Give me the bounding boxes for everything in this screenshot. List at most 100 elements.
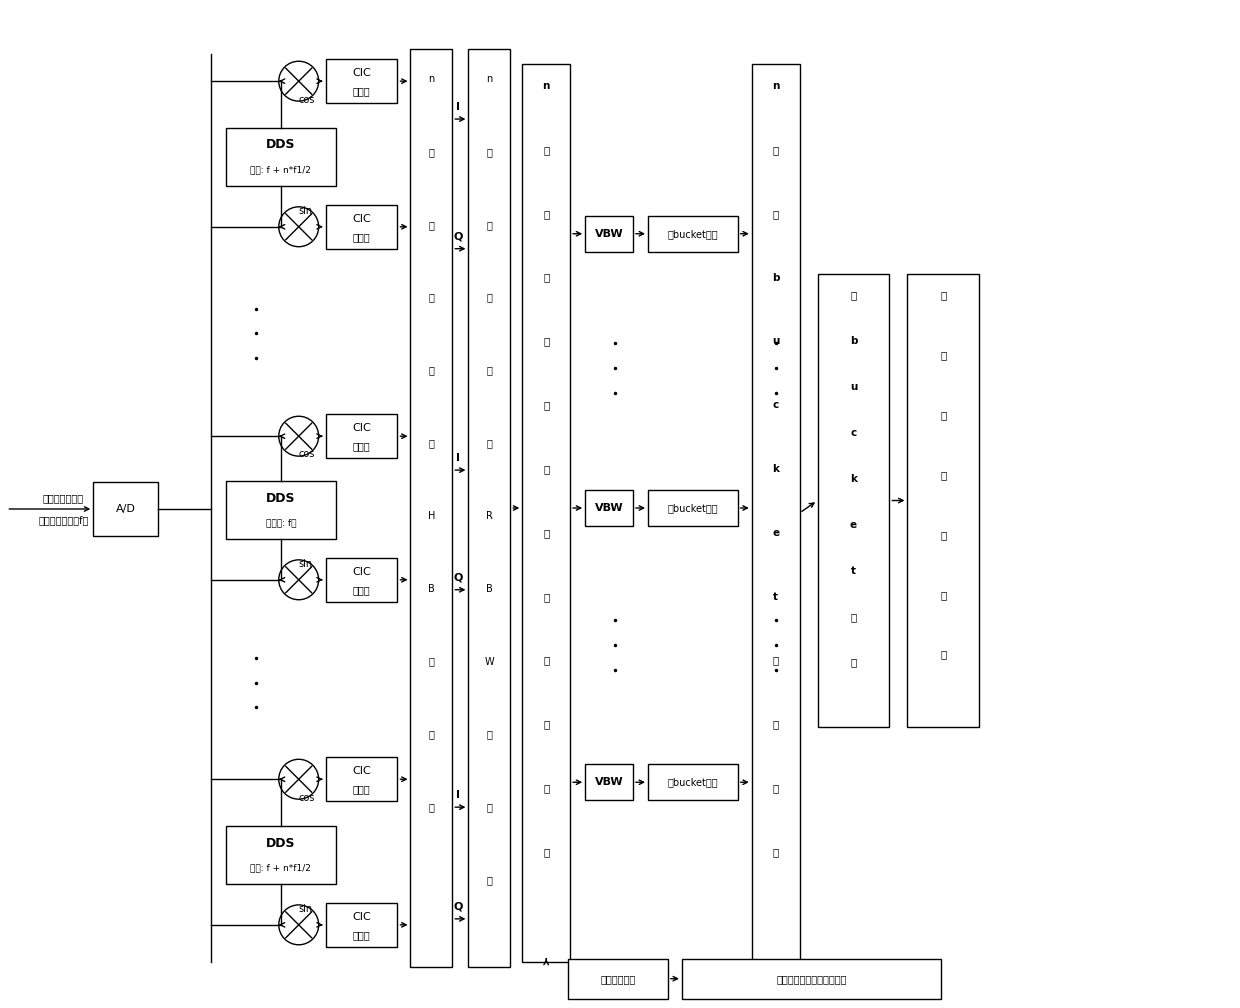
Text: b: b <box>849 337 857 347</box>
Text: CIC: CIC <box>352 423 371 433</box>
Text: 检: 检 <box>851 612 857 622</box>
Bar <box>585 490 632 526</box>
Text: e: e <box>849 520 857 530</box>
Text: sin: sin <box>299 559 312 570</box>
Bar <box>410 49 453 967</box>
Text: t: t <box>774 592 779 602</box>
Text: c: c <box>851 428 857 438</box>
Text: cos: cos <box>299 95 315 105</box>
Text: VBW: VBW <box>595 777 624 787</box>
Text: e: e <box>773 528 779 538</box>
Text: 小bucket收数: 小bucket收数 <box>667 777 718 787</box>
Text: 相: 相 <box>543 720 549 730</box>
Text: 复: 复 <box>486 365 492 375</box>
Bar <box>326 757 398 801</box>
Text: 数: 数 <box>940 410 946 420</box>
Text: 复: 复 <box>429 365 434 375</box>
Text: 滤波器: 滤波器 <box>352 442 371 452</box>
Text: 据: 据 <box>773 720 779 730</box>
Text: 数: 数 <box>773 655 779 665</box>
Bar <box>522 65 570 962</box>
Text: 路: 路 <box>773 145 779 155</box>
Bar <box>326 903 398 947</box>
Bar <box>326 205 398 249</box>
Bar <box>817 273 889 728</box>
Text: 滤波器: 滤波器 <box>352 784 371 794</box>
Text: （频率: f）: （频率: f） <box>265 518 296 527</box>
Text: 大: 大 <box>851 290 857 300</box>
Text: 保: 保 <box>940 290 946 300</box>
Text: 用: 用 <box>429 438 434 449</box>
Text: k: k <box>773 464 779 474</box>
Text: sin: sin <box>299 904 312 914</box>
Text: H: H <box>428 511 435 521</box>
Text: A/D: A/D <box>115 504 135 514</box>
Text: 时: 时 <box>429 220 434 230</box>
Text: 路: 路 <box>543 145 549 155</box>
Bar <box>568 959 668 999</box>
Text: 分: 分 <box>543 272 549 282</box>
Text: 小bucket收数: 小bucket收数 <box>667 503 718 513</box>
Text: 小: 小 <box>773 209 779 219</box>
Text: Q: Q <box>454 573 463 583</box>
Text: cos: cos <box>299 449 315 459</box>
Text: sin: sin <box>299 207 312 217</box>
Text: n: n <box>542 82 549 91</box>
Text: 幅: 幅 <box>543 528 549 538</box>
Text: 路: 路 <box>486 147 492 157</box>
Bar <box>326 414 398 458</box>
Text: 中频信号（频率f）: 中频信号（频率f） <box>38 515 88 525</box>
Text: cos: cos <box>299 792 315 802</box>
Bar <box>226 827 336 884</box>
Text: 计算相位差值: 计算相位差值 <box>600 974 636 984</box>
Text: 滤: 滤 <box>429 656 434 666</box>
Text: 路: 路 <box>429 147 434 157</box>
Bar <box>751 65 800 962</box>
Text: 用: 用 <box>543 400 549 410</box>
Bar <box>326 557 398 602</box>
Text: 滤: 滤 <box>486 730 492 739</box>
Text: 时: 时 <box>543 209 549 219</box>
Bar <box>649 764 738 800</box>
Text: Q: Q <box>454 232 463 242</box>
Text: W: W <box>485 656 494 666</box>
Bar <box>226 481 336 539</box>
Text: 滤波器: 滤波器 <box>352 86 371 96</box>
Text: I: I <box>456 102 460 112</box>
Text: CIC: CIC <box>352 566 371 577</box>
Text: 波: 波 <box>429 730 434 739</box>
Text: B: B <box>486 584 492 594</box>
Text: 波: 波 <box>851 657 857 667</box>
Text: 频率: f + n*f1/2: 频率: f + n*f1/2 <box>250 165 311 174</box>
Text: CIC: CIC <box>352 69 371 79</box>
Bar <box>469 49 510 967</box>
Bar <box>226 128 336 185</box>
Text: 滤波器: 滤波器 <box>352 232 371 242</box>
Text: 显: 显 <box>940 590 946 600</box>
Text: 据: 据 <box>940 470 946 480</box>
Text: VBW: VBW <box>595 503 624 513</box>
Text: n: n <box>773 82 779 91</box>
Text: u: u <box>849 382 857 392</box>
Text: 示: 示 <box>940 649 946 659</box>
Text: k: k <box>849 474 857 484</box>
Text: 并: 并 <box>940 530 946 540</box>
Text: CIC: CIC <box>352 214 371 224</box>
Text: 来自射频模块的: 来自射频模块的 <box>42 493 84 503</box>
Text: 存: 存 <box>940 351 946 361</box>
Text: 求: 求 <box>543 464 549 474</box>
Text: 并: 并 <box>773 847 779 857</box>
Bar <box>908 273 980 728</box>
Text: 合: 合 <box>773 783 779 793</box>
Text: n: n <box>486 75 492 85</box>
Text: 根据相位差值计数信号频率: 根据相位差值计数信号频率 <box>776 974 847 984</box>
Text: 值: 值 <box>543 847 549 857</box>
Text: 滤波器: 滤波器 <box>352 585 371 595</box>
Text: 度: 度 <box>543 592 549 602</box>
Bar <box>682 959 941 999</box>
Text: R: R <box>486 511 492 521</box>
Text: 频率: f + n*f1/2: 频率: f + n*f1/2 <box>250 864 311 873</box>
Text: 和: 和 <box>543 655 549 665</box>
Bar <box>585 764 632 800</box>
Text: 分: 分 <box>429 292 434 302</box>
